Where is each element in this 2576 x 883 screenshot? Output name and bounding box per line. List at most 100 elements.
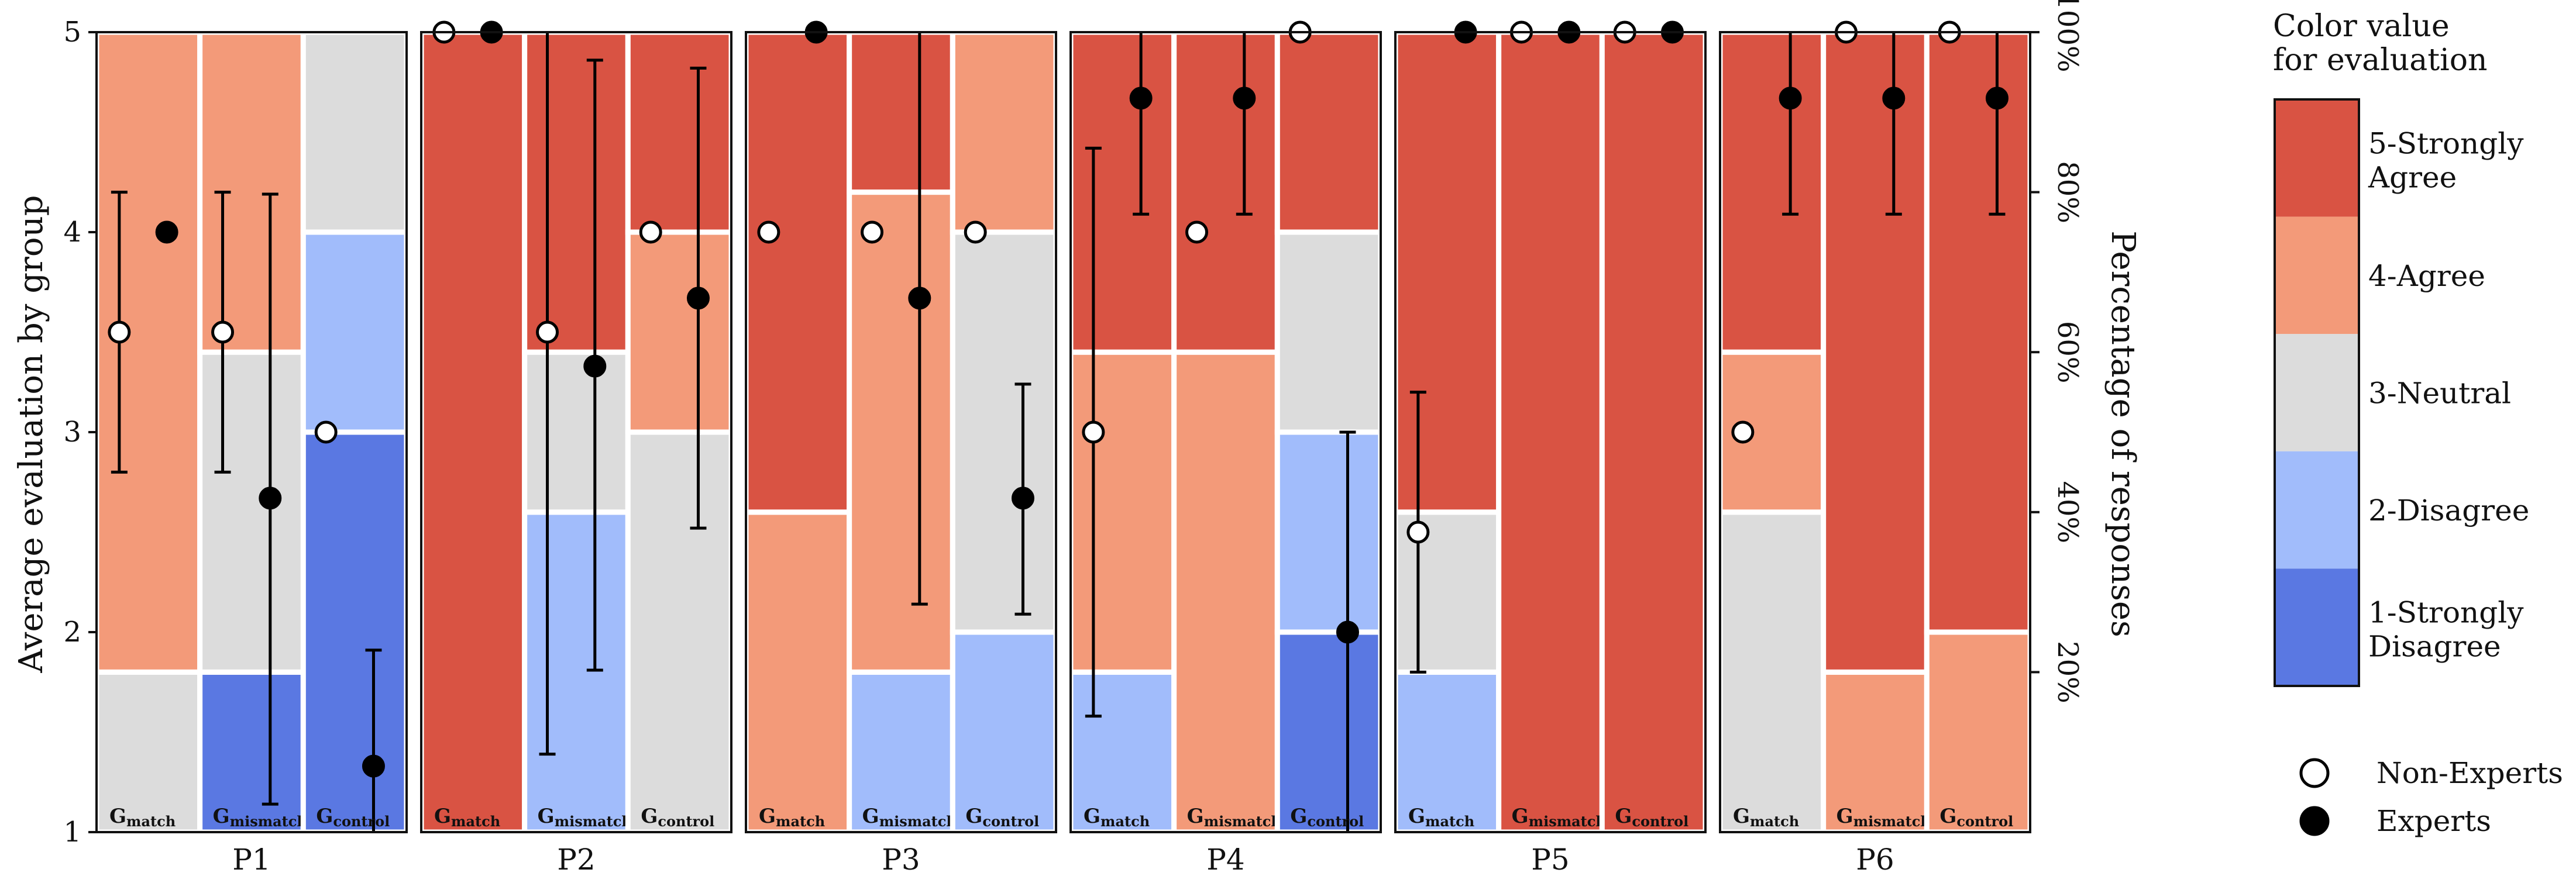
group-label: Gmatch	[1733, 805, 1799, 830]
bar-segment-p4-g3-level1	[1274, 629, 1384, 835]
left-axis-title: Average evaluation by group	[12, 195, 50, 674]
panel-frame	[1069, 31, 1382, 833]
bar-segment-p3-g2-level4	[847, 189, 955, 675]
group-label: Gmatch	[434, 805, 500, 830]
bar-segment-p2-g2-level5	[522, 29, 631, 355]
group-label: Gmismatch	[1187, 805, 1281, 830]
bar-segment-p4-g3-level2	[1274, 429, 1384, 635]
bar-segment-p3-g3-level2	[950, 629, 1059, 835]
bar-segment-p2-g2-level3	[522, 349, 631, 515]
expert-marker-p1-g3	[362, 754, 385, 778]
expert-marker-p1-g1	[155, 220, 178, 244]
expert-marker-p3-g2	[908, 287, 931, 310]
bar-segment-p6-g1-level3	[1717, 509, 1827, 835]
panel-label-p6: P6	[1856, 843, 1894, 877]
group-label: Gcontrol	[316, 805, 390, 830]
group-label: Gmismatch	[538, 805, 632, 830]
legend-swatch-c4	[2275, 216, 2359, 334]
nonexpert-marker-p3-g1	[757, 220, 780, 244]
legend-label-c5-line2: Agree	[2368, 160, 2457, 194]
right-axis-tick-label: 60%	[2051, 321, 2084, 384]
nonexpert-marker-p3-g2	[861, 220, 884, 244]
expert-marker-p6-g2	[1882, 87, 1906, 110]
group-label: Gmatch	[1408, 805, 1474, 830]
group-label: Gmatch	[759, 805, 825, 830]
group-label: Gmismatch	[862, 805, 957, 830]
panel-p2: Gmatch Gmismatch Gcontrol	[418, 20, 734, 835]
legend-title-line1: Color value	[2273, 9, 2450, 44]
legend-label-c1-line2: Disagree	[2368, 630, 2501, 664]
nonexpert-marker-p1-g1	[108, 320, 131, 344]
expert-marker-p4-g2	[1233, 87, 1256, 110]
bar-segment-p2-g3-level3	[625, 429, 734, 835]
bar-segment-p2-g3-level4	[625, 229, 734, 435]
bar-segment-p1-g3-level3	[300, 29, 410, 235]
bar-segment-p6-g3-level4	[1924, 629, 2033, 835]
nonexpert-marker-p2-g2	[536, 320, 559, 344]
bar-segment-p1-g2-level3	[197, 349, 306, 675]
group-label: Gmismatch	[1512, 805, 1606, 830]
bar-segment-p5-g3-level5	[1599, 29, 1708, 835]
bar-segment-p4-g1-level5	[1068, 29, 1177, 355]
group-label: Gmatch	[1084, 805, 1150, 830]
expert-marker-p4-g1	[1129, 87, 1153, 110]
panel-p1: Gmatch Gmismatch Gcontrol	[94, 29, 410, 835]
group-label: Gmismatch	[213, 805, 307, 830]
nonexpert-marker-p4-g1	[1082, 420, 1105, 444]
expert-marker-p3-g3	[1011, 487, 1034, 510]
nonexpert-marker-p5-g1	[1406, 520, 1430, 544]
legend-label-c3: 3-Neutral	[2368, 377, 2511, 411]
legend-marker-label-filled: Experts	[2376, 804, 2491, 838]
bar-segment-p4-g3-level3	[1274, 229, 1384, 435]
legend-frame	[2274, 98, 2360, 687]
bar-segment-p3-g2-level5	[847, 29, 955, 195]
legend-swatch-c5	[2275, 99, 2359, 217]
panel-p4: Gmatch Gmismatch Gcontrol	[1068, 20, 1384, 835]
bar-segment-p4-g2-level4	[1171, 349, 1280, 835]
legend-swatch-c3	[2275, 334, 2359, 451]
panel-p5: Gmatch Gmismatch Gcontrol	[1392, 20, 1708, 835]
right-axis-tick-label: 100%	[2051, 0, 2084, 73]
left-axis-tick-label: 3	[63, 416, 81, 449]
panel-frame	[1394, 31, 1707, 833]
left-axis-tick-label: 2	[63, 616, 81, 649]
expert-marker-p2-g3	[686, 287, 710, 310]
group-label: Gcontrol	[1290, 805, 1364, 830]
bar-segment-p4-g3-level5	[1274, 29, 1384, 235]
panel-frame	[745, 31, 1057, 833]
bar-segment-p3-g1-level5	[743, 29, 852, 515]
left-axis-tick-label: 1	[63, 816, 81, 848]
expert-marker-p2-g2	[583, 354, 607, 378]
legend-label-c4: 4-Agree	[2368, 259, 2485, 293]
bar-segment-p4-g2-level5	[1171, 29, 1280, 355]
bar-segment-p2-g1-level5	[418, 29, 528, 835]
group-label: Gmismatch	[1836, 805, 1931, 830]
axes: Average evaluation by group Percentage o…	[12, 0, 2142, 877]
group-label: Gcontrol	[965, 805, 1039, 830]
right-axis-tick-label: 20%	[2051, 641, 2084, 703]
legend: Color value for evaluation 5-StronglyAgr…	[2273, 9, 2563, 838]
bar-segment-p6-g2-level5	[1821, 29, 1930, 675]
bar-segment-p6-g3-level5	[1924, 29, 2033, 635]
panel-frame	[420, 31, 732, 833]
legend-swatch-c1	[2275, 568, 2359, 686]
bar-segment-p1-g3-level1	[300, 429, 410, 835]
bar-segment-p6-g1-level5	[1717, 29, 1827, 355]
legend-label-c5: 5-Strongly	[2368, 126, 2524, 160]
nonexpert-marker-p1-g2	[211, 320, 235, 344]
nonexpert-marker-p1-g3	[314, 420, 338, 444]
nonexpert-marker-p2-g3	[639, 220, 662, 244]
expert-marker-p6-g1	[1779, 87, 1802, 110]
legend-swatch-c2	[2275, 451, 2359, 569]
group-label: Gmatch	[109, 805, 176, 830]
plot-area: Gmatch Gmismatch Gcontrol Gmatch Gmismatch Gc…	[94, 20, 2033, 835]
bar-segment-p3-g3-level3	[950, 229, 1059, 635]
group-label: Gcontrol	[641, 805, 714, 830]
panel-label-p5: P5	[1531, 843, 1569, 877]
bar-segment-p3-g3-level4	[950, 29, 1059, 235]
left-axis-tick-label: 4	[63, 216, 81, 249]
panel-label-p3: P3	[882, 843, 920, 877]
expert-marker-p4-g3	[1336, 620, 1359, 644]
legend-marker-filled	[2299, 806, 2330, 836]
legend-label-c1: 1-Strongly	[2368, 596, 2524, 630]
